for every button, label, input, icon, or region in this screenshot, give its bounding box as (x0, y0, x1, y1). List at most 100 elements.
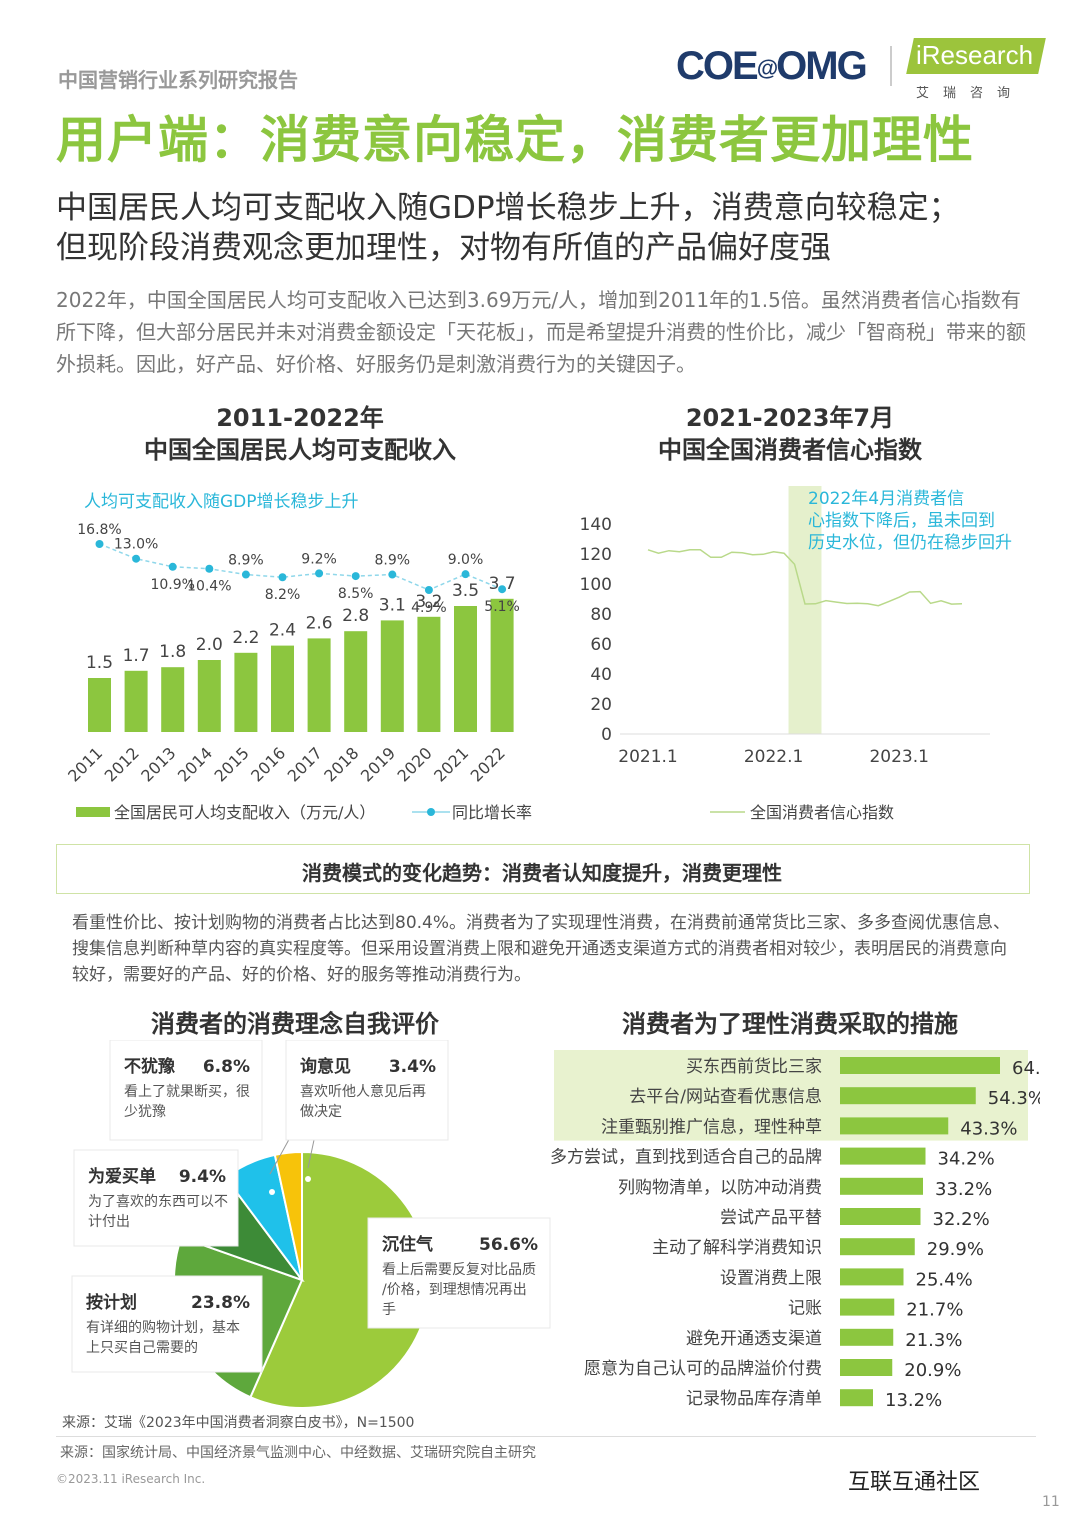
growth-label: 8.9% (228, 553, 264, 569)
income-bar (161, 667, 185, 732)
year-tick-label: 2020 (394, 743, 436, 785)
confidence-annotation-line: 2022年4月消费者信 (808, 489, 964, 509)
measure-bar (840, 1298, 895, 1316)
y-tick-label: 60 (590, 635, 612, 655)
pie-slice-value: 9.4% (179, 1167, 226, 1187)
callout-line (269, 1133, 293, 1175)
x-tick-label: 2023.1 (869, 747, 928, 767)
year-tick-label: 2022 (467, 743, 509, 785)
income-bar-label: 3.2 (415, 592, 442, 612)
measure-value: 13.2% (885, 1390, 942, 1411)
page-number: 11 (1042, 1494, 1060, 1510)
income-bar (307, 638, 331, 732)
measure-bar (840, 1268, 904, 1286)
pie-callout-card (367, 1217, 551, 1329)
measure-label: 去平台/网站查看优惠信息 (629, 1087, 822, 1107)
growth-line (99, 543, 503, 591)
pie-slice-name: 按计划 (86, 1292, 137, 1313)
legend-income-label: 全国居民可人均支配收入（万元/人） (114, 803, 375, 822)
growth-label: 16.8% (77, 522, 121, 538)
confidence-annotation-line: 心指数下降后，虽未回到 (808, 511, 995, 531)
measure-value: 21.3% (905, 1330, 962, 1351)
legend-confidence-label: 全国消费者信心指数 (750, 803, 894, 822)
pie-slice-desc: /价格，到理想情况再出 (382, 1282, 527, 1298)
growth-dot (278, 573, 287, 582)
logo-coe-right: OMG (776, 44, 868, 88)
pie-slice-desc: 少犹豫 (124, 1104, 166, 1120)
logo-divider (890, 46, 892, 86)
year-tick-label: 2016 (247, 743, 289, 785)
measure-value: 54.3% (988, 1088, 1040, 1109)
year-tick-label: 2012 (101, 743, 143, 785)
income-bar (380, 620, 404, 732)
growth-dot (498, 585, 507, 594)
income-bar (271, 645, 294, 732)
subtitle-line-1: 中国居民人均可支配收入随GDP增长稳步上升，消费意向较稳定； (56, 190, 960, 226)
pie-callout-card (109, 1040, 263, 1141)
growth-label: 5.1% (484, 599, 520, 615)
confidence-chart-title: 2021-2023年7月 中国全国消费者信心指数 (658, 404, 922, 464)
measure-label: 尝试产品平替 (720, 1208, 822, 1228)
growth-label: 13.0% (114, 537, 158, 553)
measure-label: 多方尝试，直到找到适合自己的品牌 (550, 1148, 822, 1168)
growth-label: 10.9% (150, 577, 194, 593)
pie-callout-card (73, 1149, 239, 1247)
income-bar-label: 1.8 (159, 642, 186, 662)
growth-label: 9.0% (448, 552, 484, 568)
measure-bar (840, 1177, 923, 1195)
measure-bar (840, 1057, 1000, 1074)
measure-label: 主动了解科学消费知识 (652, 1238, 822, 1258)
source-statistics: 来源：国家统计局、中国经济景气监测中心、中经数据、艾瑞研究院自主研究 (60, 1445, 536, 1461)
pie-slice-name: 不犹豫 (124, 1056, 175, 1077)
income-chart-annotation: 人均可支配收入随GDP增长稳步上升 (84, 492, 359, 512)
growth-dot (461, 570, 470, 579)
income-bar (234, 652, 258, 732)
pie-callout-card (71, 1275, 263, 1373)
y-tick-label: 40 (590, 665, 612, 685)
measure-value: 21.7% (906, 1300, 963, 1321)
y-tick-label: 80 (590, 605, 612, 625)
y-tick-label: 140 (580, 515, 612, 535)
income-bar (88, 678, 111, 732)
growth-dot (132, 554, 141, 563)
pie-slice-desc: 上只买自己需要的 (86, 1340, 198, 1356)
pie-slice-desc: 看上后需要反复对比品质 (382, 1261, 536, 1278)
pie-slice-value: 56.6% (479, 1235, 538, 1255)
measure-bar (840, 1087, 976, 1105)
growth-dot (205, 564, 214, 573)
pie-slice-desc: 计付出 (88, 1214, 130, 1230)
measure-label: 列购物清单，以防冲动消费 (618, 1178, 822, 1198)
measure-bar (840, 1328, 894, 1346)
footer-divider (56, 1436, 1036, 1437)
growth-dot (388, 570, 397, 579)
logo-coe-at: @ (756, 55, 779, 81)
year-tick-label: 2017 (284, 743, 326, 785)
growth-label: 8.5% (338, 586, 374, 602)
x-tick-label: 2021.1 (618, 747, 677, 767)
pie-slice (273, 1150, 303, 1281)
year-tick-label: 2011 (64, 743, 106, 785)
report-series-label: 中国营销行业系列研究报告 (58, 68, 298, 92)
pie-callout-card (285, 1040, 449, 1141)
growth-dot (424, 586, 433, 594)
copyright: ©2023.11 iResearch Inc. (56, 1472, 206, 1486)
measure-value: 29.9% (927, 1239, 984, 1260)
pie-slice-value: 6.8% (203, 1057, 250, 1077)
income-bar-label: 2.4 (269, 621, 296, 641)
growth-label: 10.4% (187, 579, 231, 595)
growth-dot (168, 562, 177, 571)
measures-chart: 买东西前货比三家 64.0% 去平台/网站查看优惠信息 54.3% 注重甄别推广信息，理… (550, 1050, 1040, 1411)
pie-slice-name: 询意见 (300, 1056, 351, 1077)
income-bar-label: 1.5 (86, 653, 113, 673)
pie-slice-name: 为爱买单 (88, 1166, 156, 1187)
income-bar (417, 616, 441, 732)
callout-dot (269, 1189, 275, 1195)
trend-box (56, 844, 1030, 894)
growth-label: 9.2% (301, 551, 337, 567)
measure-value: 64.0% (1012, 1058, 1040, 1079)
income-bar (124, 670, 148, 732)
pie-slice-desc: 喜欢听他人意见后再 (300, 1083, 426, 1100)
measure-label: 买东西前货比三家 (686, 1057, 822, 1077)
income-bar-label: 3.5 (452, 581, 479, 601)
year-tick-label: 2013 (137, 743, 179, 785)
